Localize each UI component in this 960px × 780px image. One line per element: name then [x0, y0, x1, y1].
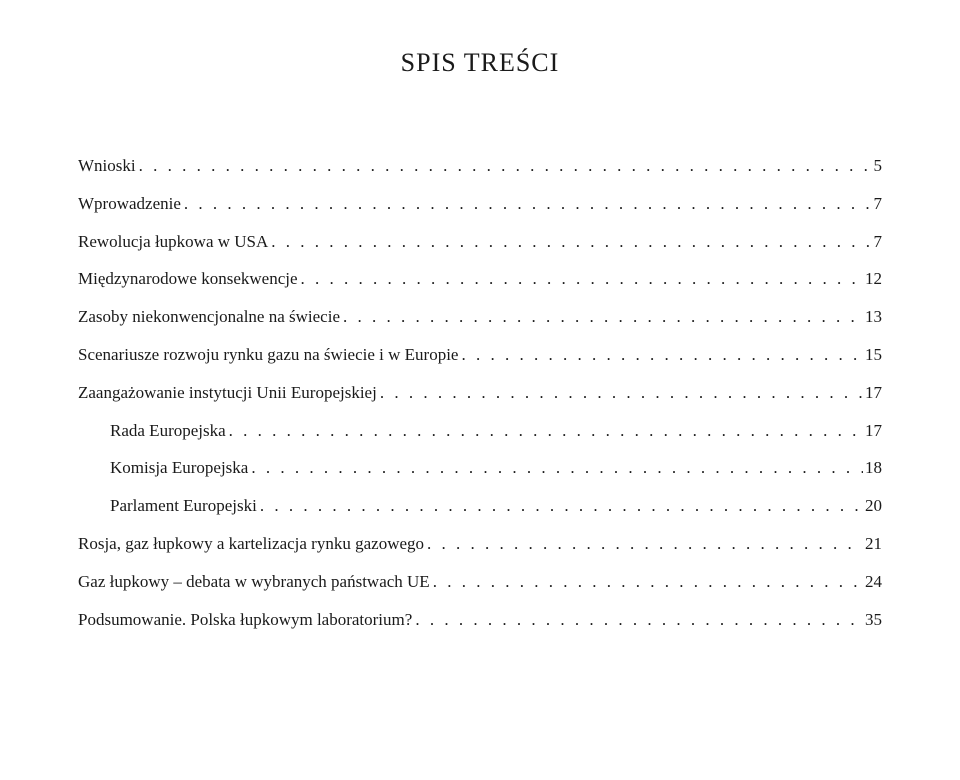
toc-page: 18: [863, 456, 882, 480]
toc-label: Komisja Europejska: [110, 456, 248, 480]
toc-entry: Gaz łupkowy – debata w wybranych państwa…: [78, 570, 882, 594]
toc-dots: [340, 305, 863, 329]
toc-label: Scenariusze rozwoju rynku gazu na świeci…: [78, 343, 458, 367]
toc-dots: [248, 456, 863, 480]
toc-page: 21: [863, 532, 882, 556]
toc-page: 12: [863, 267, 882, 291]
toc-label: Parlament Europejski: [110, 494, 257, 518]
toc-entry: Rosja, gaz łupkowy a kartelizacja rynku …: [78, 532, 882, 556]
toc-dots: [181, 192, 872, 216]
toc-page: 20: [863, 494, 882, 518]
toc-entry: Scenariusze rozwoju rynku gazu na świeci…: [78, 343, 882, 367]
toc-page: 17: [863, 381, 882, 405]
toc-page: 5: [872, 154, 883, 178]
toc-label: Międzynarodowe konsekwencje: [78, 267, 298, 291]
toc-page: 13: [863, 305, 882, 329]
toc-dots: [257, 494, 863, 518]
toc-page: 24: [863, 570, 882, 594]
toc-entry: Zasoby niekonwencjonalne na świecie 13: [78, 305, 882, 329]
toc-entry: Zaangażowanie instytucji Unii Europejski…: [78, 381, 882, 405]
toc-label: Rada Europejska: [110, 419, 226, 443]
toc-page: 7: [872, 192, 883, 216]
toc-dots: [298, 267, 863, 291]
toc-dots: [458, 343, 863, 367]
toc-entry-sub: Rada Europejska 17: [78, 419, 882, 443]
toc-label: Zaangażowanie instytucji Unii Europejski…: [78, 381, 377, 405]
toc-entry-sub: Parlament Europejski 20: [78, 494, 882, 518]
toc-dots: [268, 230, 871, 254]
toc-entry: Wprowadzenie 7: [78, 192, 882, 216]
toc-entry: Międzynarodowe konsekwencje 12: [78, 267, 882, 291]
toc-entry: Podsumowanie. Polska łupkowym laboratori…: [78, 608, 882, 632]
toc-dots: [412, 608, 863, 632]
toc-dots: [136, 154, 872, 178]
toc-dots: [430, 570, 863, 594]
toc-label: Rosja, gaz łupkowy a kartelizacja rynku …: [78, 532, 424, 556]
toc-dots: [226, 419, 863, 443]
toc-list: Wnioski 5 Wprowadzenie 7 Rewolucja łupko…: [78, 154, 882, 631]
toc-entry-sub: Komisja Europejska 18: [78, 456, 882, 480]
toc-dots: [377, 381, 863, 405]
toc-page: 35: [863, 608, 882, 632]
toc-label: Gaz łupkowy – debata w wybranych państwa…: [78, 570, 430, 594]
toc-label: Rewolucja łupkowa w USA: [78, 230, 268, 254]
toc-label: Podsumowanie. Polska łupkowym laboratori…: [78, 608, 412, 632]
toc-page: 15: [863, 343, 882, 367]
toc-label: Wnioski: [78, 154, 136, 178]
toc-dots: [424, 532, 863, 556]
page-title: SPIS TREŚCI: [78, 48, 882, 78]
toc-entry: Wnioski 5: [78, 154, 882, 178]
toc-label: Zasoby niekonwencjonalne na świecie: [78, 305, 340, 329]
toc-page: 17: [863, 419, 882, 443]
toc-page: 7: [872, 230, 883, 254]
toc-entry: Rewolucja łupkowa w USA 7: [78, 230, 882, 254]
toc-label: Wprowadzenie: [78, 192, 181, 216]
